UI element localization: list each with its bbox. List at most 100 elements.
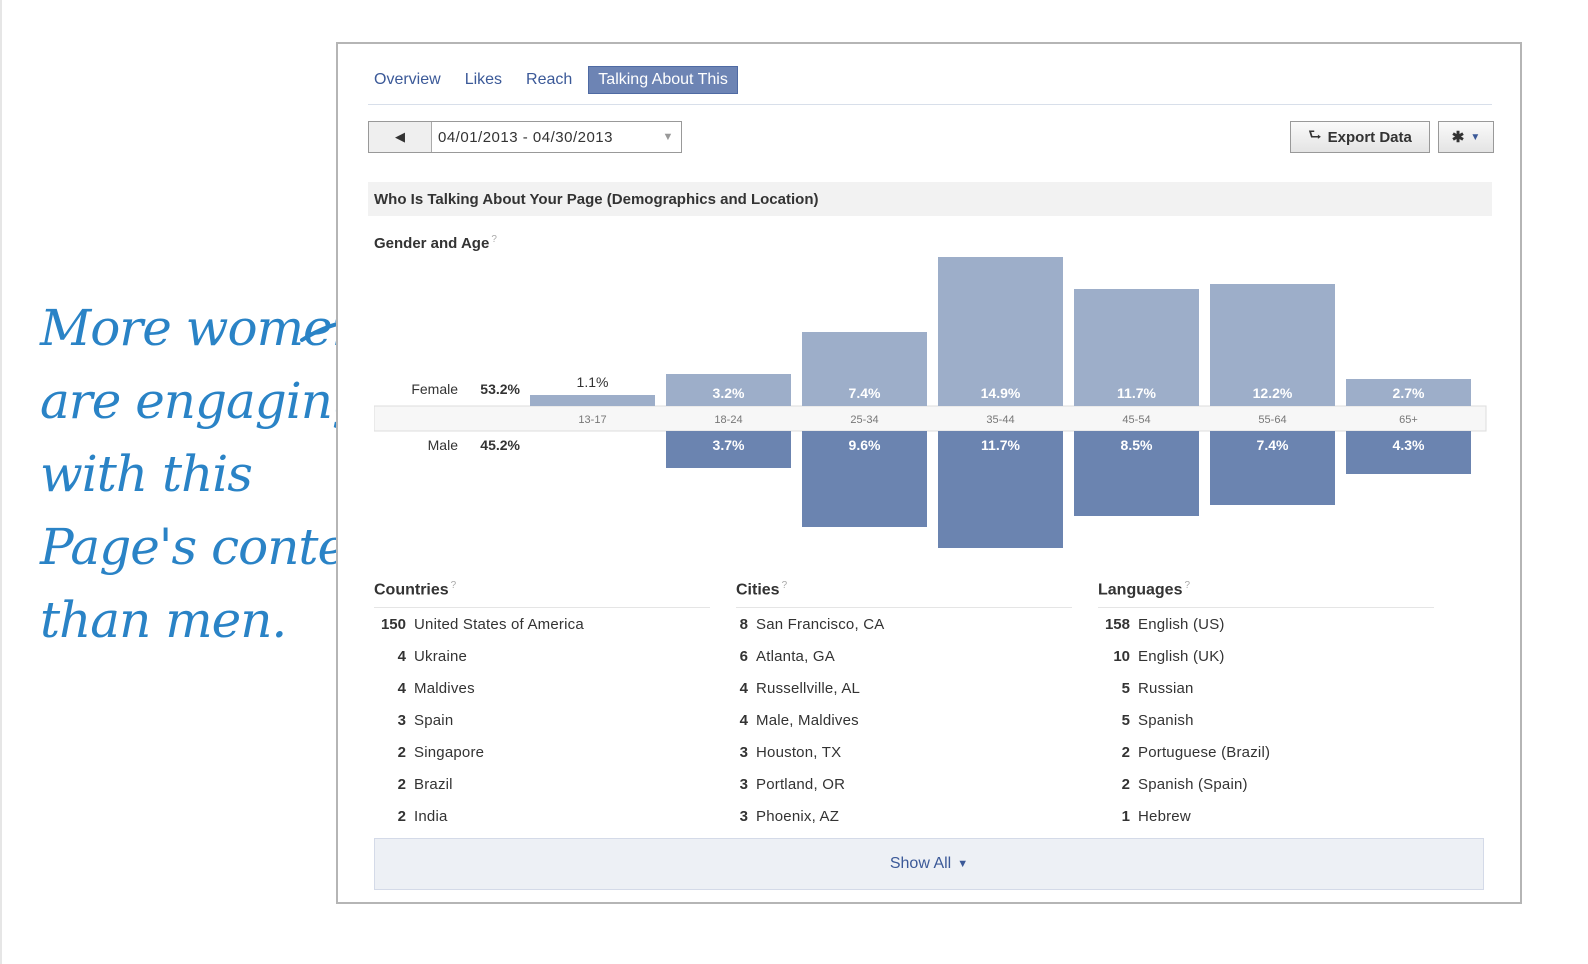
list-item-label: Phoenix, AZ xyxy=(756,807,840,825)
annotation-line: Page's content xyxy=(40,518,397,576)
list-item[interactable]: 2 Singapore xyxy=(374,736,710,768)
list-item[interactable]: 2 Spanish (Spain) xyxy=(1098,768,1434,800)
list-item-count: 1 xyxy=(1121,807,1130,825)
list-item[interactable]: 158 English (US) xyxy=(1098,608,1434,640)
list-item-label: India xyxy=(414,807,448,825)
male-total-label: 45.2% xyxy=(480,437,520,453)
list-item-label: Spanish (Spain) xyxy=(1138,775,1248,793)
list-item-label: Singapore xyxy=(414,743,485,761)
male-value-label: 9.6% xyxy=(849,437,881,453)
female-bar xyxy=(1210,284,1335,406)
list-item[interactable]: 1 Hebrew xyxy=(1098,800,1434,832)
list-item-label: Male, Maldives xyxy=(756,711,859,729)
list-item[interactable]: 6 Atlanta, GA xyxy=(736,640,1072,672)
list-item-label: Russian xyxy=(1138,679,1194,697)
list-item[interactable]: 4 Ukraine xyxy=(374,640,710,672)
female-bar xyxy=(1074,289,1199,406)
list-item-count: 4 xyxy=(397,647,406,665)
list-item[interactable]: 3 Houston, TX xyxy=(736,736,1072,768)
list-item[interactable]: 3 Spain xyxy=(374,704,710,736)
list-item[interactable]: 4 Maldives xyxy=(374,672,710,704)
gender-age-chart: Female 53.2% Male 45.2% 13-17 1.1% 18-24 3.2% 3.… xyxy=(374,257,1487,548)
list-item[interactable]: 2 India xyxy=(374,800,710,832)
date-range-value[interactable]: 04/01/2013 - 04/30/2013 xyxy=(438,128,613,146)
tab-talking-about-this[interactable]: Talking About This xyxy=(588,66,738,94)
list-item-count: 4 xyxy=(739,711,748,729)
list-item-count: 8 xyxy=(739,615,748,633)
cities-title: Cities? xyxy=(736,580,1072,608)
languages-title: Languages? xyxy=(1098,580,1434,608)
list-item[interactable]: 4 Male, Maldives xyxy=(736,704,1072,736)
tab-overview[interactable]: Overview xyxy=(374,71,441,88)
list-item-label: English (UK) xyxy=(1138,647,1225,665)
list-item[interactable]: 10 English (UK) xyxy=(1098,640,1434,672)
list-item-label: Maldives xyxy=(414,679,475,697)
female-value-label: 7.4% xyxy=(849,385,881,401)
help-icon[interactable]: ? xyxy=(1184,580,1191,591)
settings-dropdown-button[interactable]: ✱ ▼ xyxy=(1438,121,1494,153)
list-item-count: 5 xyxy=(1121,679,1130,697)
help-icon[interactable]: ? xyxy=(450,580,457,591)
tab-divider xyxy=(368,104,1492,105)
list-item[interactable]: 2 Brazil xyxy=(374,768,710,800)
countries-list: Countries? 150 United States of America 4 U… xyxy=(374,580,710,832)
annotation-line: are engaging xyxy=(40,372,364,430)
female-value-label: 1.1% xyxy=(577,374,609,390)
tab-likes[interactable]: Likes xyxy=(464,71,503,88)
chevron-down-icon[interactable]: ▼ xyxy=(662,131,674,143)
annotation-note: More women are engaging with this Page's… xyxy=(40,292,397,657)
female-series-label: Female xyxy=(411,381,458,397)
list-item[interactable]: 3 Phoenix, AZ xyxy=(736,800,1072,832)
female-value-label: 12.2% xyxy=(1253,385,1293,401)
age-tick-label: 25-34 xyxy=(850,414,878,426)
male-value-label: 4.3% xyxy=(1393,437,1425,453)
list-item-count: 2 xyxy=(397,743,406,761)
annotation-line: than men. xyxy=(40,591,287,649)
list-item-label: Ukraine xyxy=(414,647,468,665)
list-item-label: Hebrew xyxy=(1138,807,1191,825)
previous-period-button[interactable]: ◀ xyxy=(369,122,432,152)
list-item-count: 3 xyxy=(739,775,748,793)
female-value-label: 11.7% xyxy=(1117,385,1156,401)
female-bar xyxy=(530,395,655,406)
age-tick-label: 55-64 xyxy=(1258,414,1286,426)
tab-reach[interactable]: Reach xyxy=(526,71,573,88)
list-item-count: 158 xyxy=(1104,615,1130,633)
list-item-count: 5 xyxy=(1121,711,1130,729)
male-bar xyxy=(1074,431,1199,516)
upload-icon: ⮑ xyxy=(1308,126,1322,144)
list-item[interactable]: 5 Russian xyxy=(1098,672,1434,704)
countries-title: Countries? xyxy=(374,580,710,608)
list-item-label: United States of America xyxy=(414,615,584,633)
male-value-label: 11.7% xyxy=(981,437,1020,453)
list-item[interactable]: 5 Spanish xyxy=(1098,704,1434,736)
list-item[interactable]: 8 San Francisco, CA xyxy=(736,608,1072,640)
export-data-button[interactable]: ⮑ Export Data xyxy=(1290,121,1430,153)
list-item[interactable]: 3 Portland, OR xyxy=(736,768,1072,800)
insights-panel: Overview Likes Reach Talking About This … xyxy=(336,42,1522,904)
list-item-label: Russellville, AL xyxy=(756,679,861,697)
list-item-count: 2 xyxy=(397,807,406,825)
list-item-count: 4 xyxy=(397,679,406,697)
show-all-button[interactable]: Show All ▼ xyxy=(374,838,1484,890)
list-item[interactable]: 2 Portuguese (Brazil) xyxy=(1098,736,1434,768)
list-item-label: Brazil xyxy=(414,775,453,793)
list-item-count: 6 xyxy=(739,647,748,665)
list-item-label: Portuguese (Brazil) xyxy=(1138,743,1271,761)
male-value-label: 3.7% xyxy=(713,437,745,453)
help-icon[interactable]: ? xyxy=(491,234,497,245)
male-bar xyxy=(1346,431,1471,474)
female-value-label: 3.2% xyxy=(713,385,745,401)
list-item[interactable]: 150 United States of America xyxy=(374,608,710,640)
male-value-label: 8.5% xyxy=(1121,437,1153,453)
list-item-label: Atlanta, GA xyxy=(756,647,835,665)
list-item[interactable]: 4 Russellville, AL xyxy=(736,672,1072,704)
male-bar xyxy=(938,431,1063,548)
female-bar xyxy=(666,374,791,406)
list-item-label: English (US) xyxy=(1138,615,1225,633)
help-icon[interactable]: ? xyxy=(781,580,788,591)
cities-list: Cities? 8 San Francisco, CA 6 Atlanta, GA 4 R… xyxy=(736,580,1072,832)
annotation-line: with this xyxy=(40,445,253,503)
list-item-count: 3 xyxy=(739,743,748,761)
show-all-label: Show All xyxy=(889,855,952,872)
